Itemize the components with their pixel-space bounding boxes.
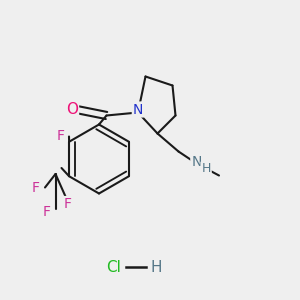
Text: O: O bbox=[66, 102, 78, 117]
Text: F: F bbox=[32, 181, 40, 194]
Text: F: F bbox=[57, 130, 64, 143]
Text: Cl: Cl bbox=[106, 260, 122, 274]
Text: F: F bbox=[43, 205, 50, 218]
Text: F: F bbox=[64, 197, 71, 211]
Text: N: N bbox=[133, 103, 143, 116]
Text: H: H bbox=[201, 162, 211, 176]
Text: N: N bbox=[191, 155, 202, 169]
Text: H: H bbox=[150, 260, 162, 274]
